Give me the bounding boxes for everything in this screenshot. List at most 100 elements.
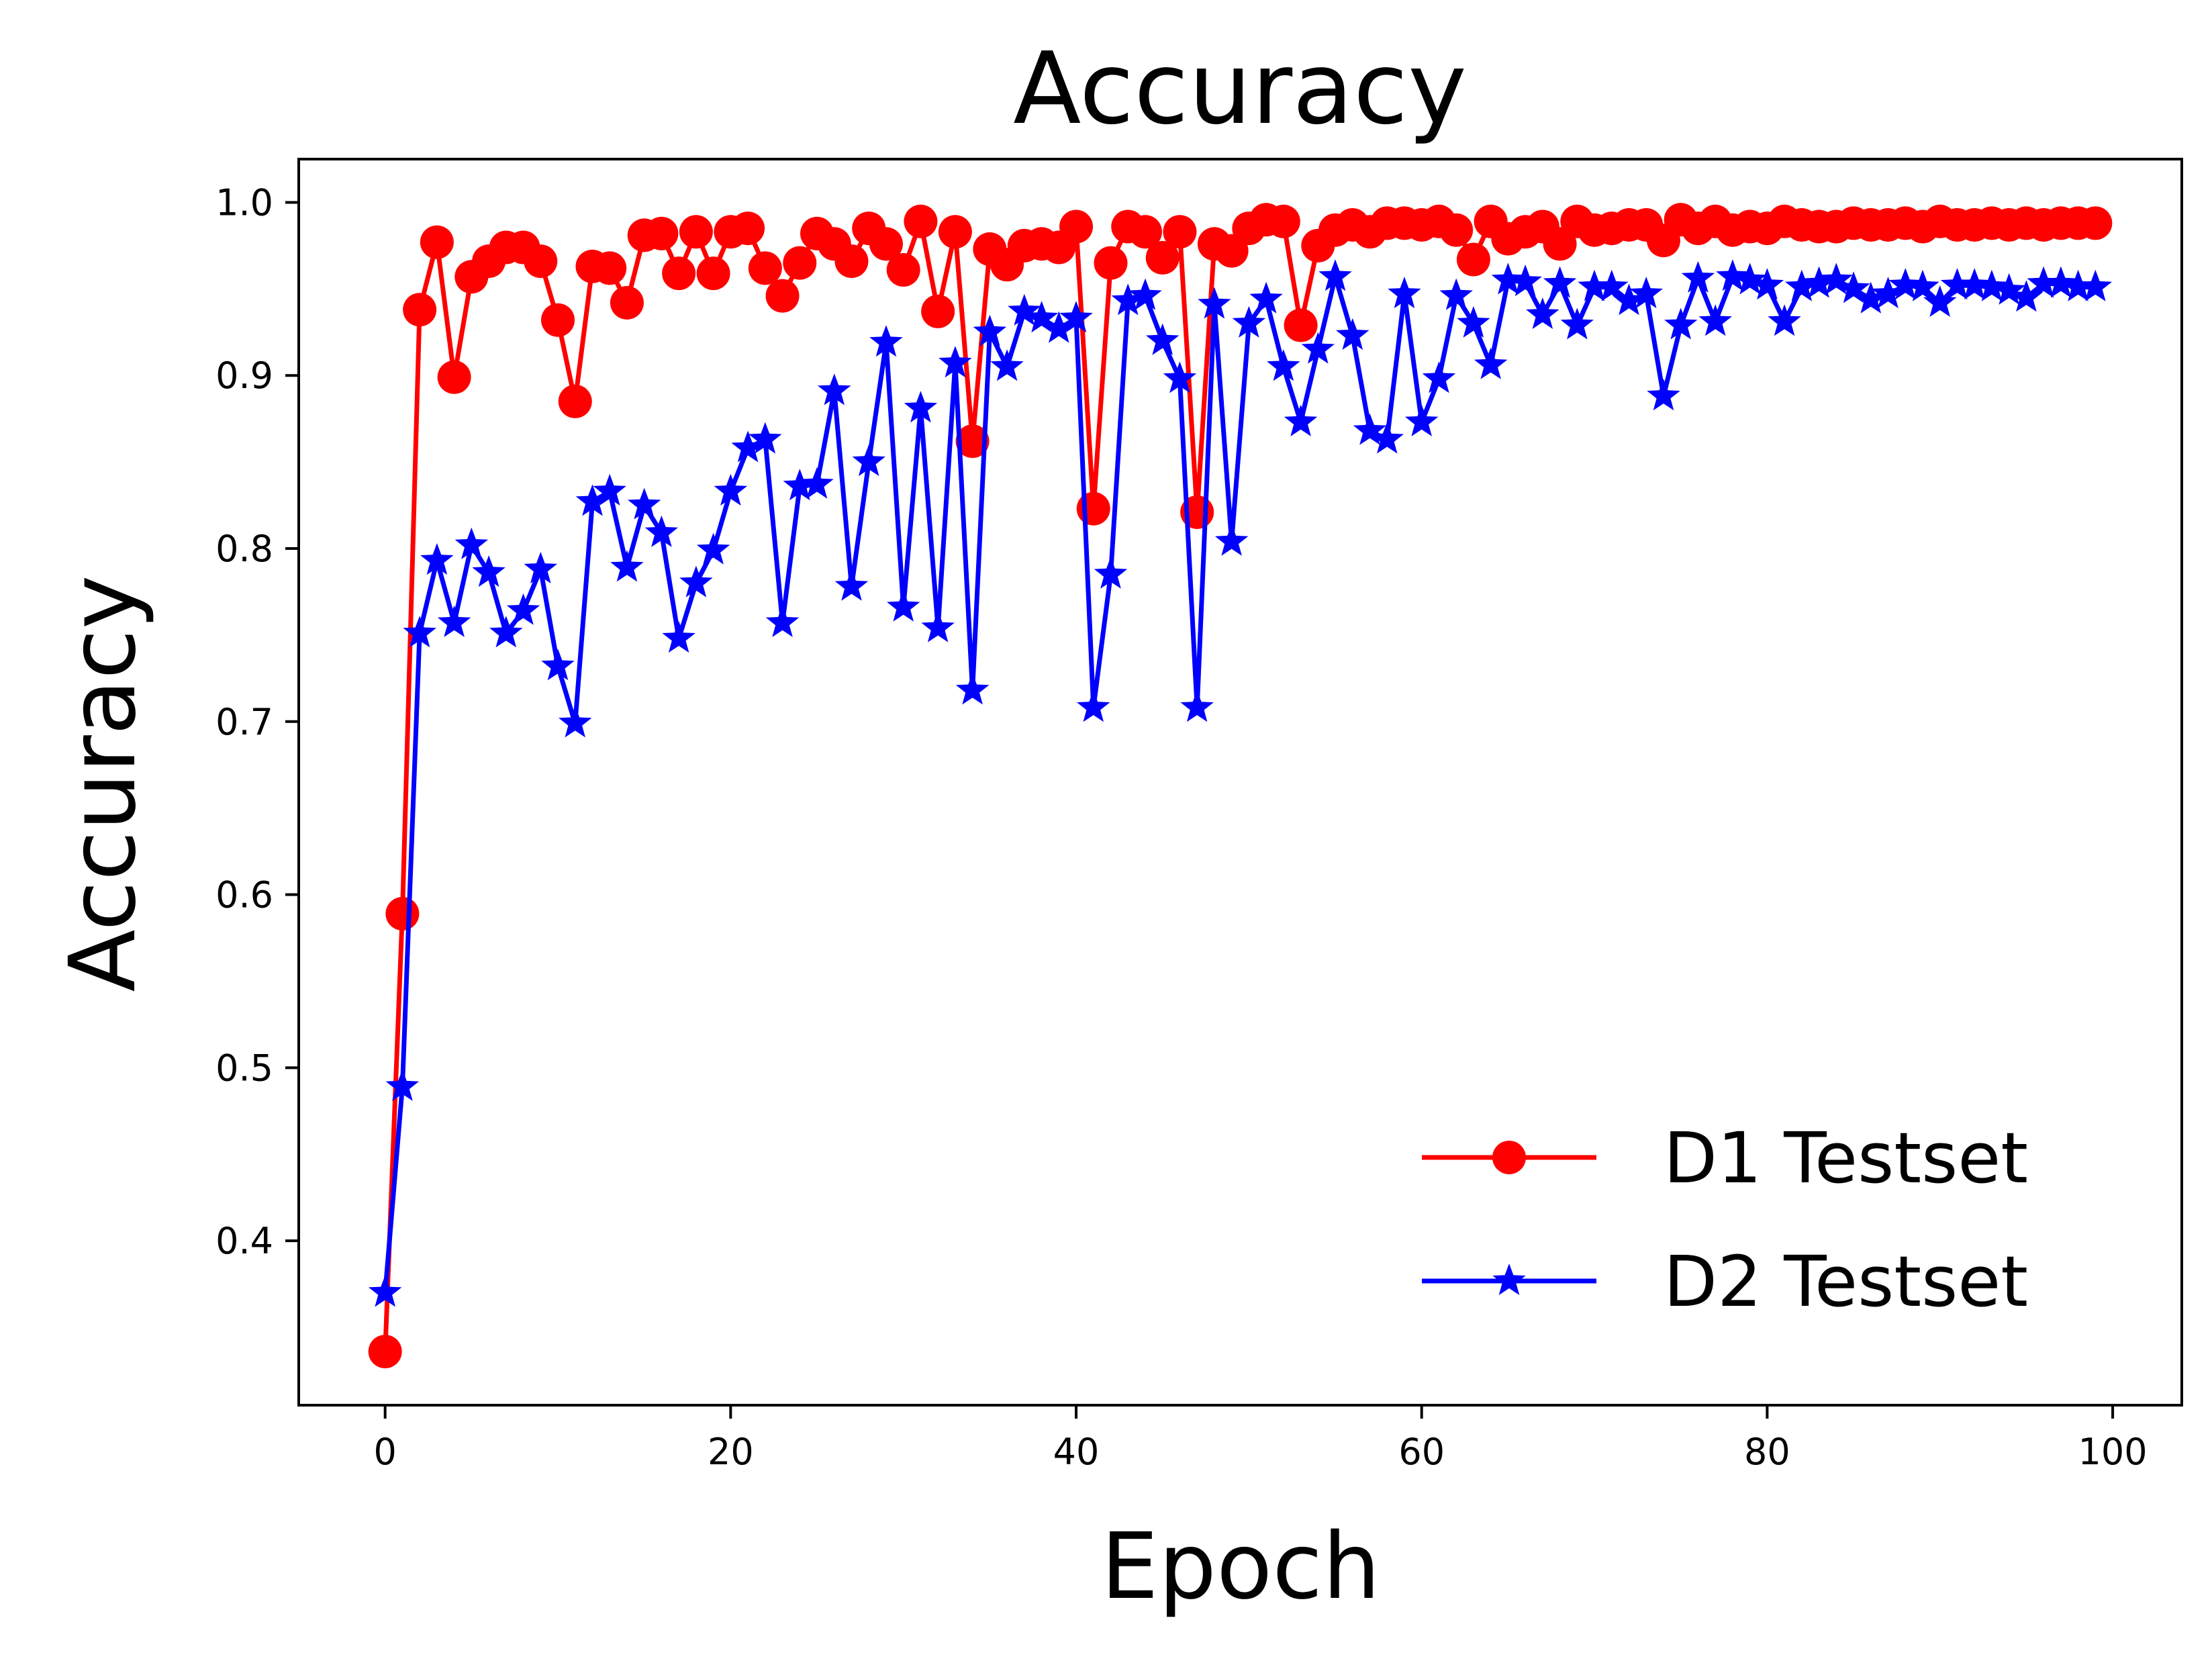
d2-testset-point bbox=[818, 373, 851, 406]
d1-testset-point bbox=[765, 279, 800, 313]
d2-testset-point bbox=[1301, 332, 1335, 364]
y-tick-label: 0.8 bbox=[215, 528, 273, 570]
d2-testset-point bbox=[955, 673, 990, 705]
d2-testset-point bbox=[1526, 297, 1559, 329]
d1-testset-point bbox=[368, 1335, 402, 1369]
d2-testset-point bbox=[783, 469, 816, 501]
d1-testset-point bbox=[1128, 215, 1162, 249]
d2-testset-point bbox=[800, 467, 834, 499]
d2-testset-point bbox=[472, 555, 506, 587]
d2-testset-point bbox=[559, 706, 592, 738]
d2-testset-point bbox=[1612, 283, 1646, 316]
d1-testset-point bbox=[558, 384, 592, 418]
d1-testset-point bbox=[679, 215, 713, 249]
d1-testset-point bbox=[921, 294, 955, 328]
x-tick-label: 100 bbox=[2078, 1431, 2148, 1473]
d2-testset-point bbox=[1871, 277, 1905, 309]
y-tick-label: 0.5 bbox=[215, 1047, 273, 1089]
d2-testset-point bbox=[1267, 349, 1300, 381]
d2-testset-point bbox=[1388, 277, 1421, 309]
d2-testset-point bbox=[921, 610, 955, 643]
d2-testset-point bbox=[1837, 271, 1870, 303]
d2-testset-point bbox=[1768, 304, 1801, 336]
legend-label: D1 Testset bbox=[1664, 1117, 2028, 1199]
d2-testset-point bbox=[1923, 285, 1957, 317]
d2-testset-point bbox=[1785, 269, 1819, 301]
d1-testset-point bbox=[783, 246, 817, 280]
d2-testset-point bbox=[1405, 404, 1439, 436]
d2-testset-point bbox=[1854, 281, 1888, 314]
d2-testset-point bbox=[1647, 379, 1680, 411]
y-axis-label: Accuracy bbox=[50, 575, 156, 992]
d2-testset-point bbox=[1353, 413, 1387, 445]
d1-testset-point bbox=[1059, 209, 1094, 244]
d1-testset-point bbox=[1284, 308, 1318, 342]
legend-marker bbox=[1492, 1141, 1526, 1174]
d2-testset-point bbox=[489, 616, 523, 648]
d2-testset-point bbox=[834, 569, 869, 601]
d1-testset-point bbox=[938, 215, 972, 249]
d2-testset-point bbox=[644, 515, 679, 547]
d2-testset-point bbox=[1578, 269, 1611, 301]
d2-testset-point bbox=[1094, 557, 1128, 589]
d2-testset-point bbox=[403, 616, 436, 648]
chart-title: Accuracy bbox=[1013, 31, 1467, 146]
d2-testset-point bbox=[1439, 278, 1473, 310]
d1-testset-point bbox=[593, 251, 627, 285]
d2-testset-point bbox=[437, 605, 471, 637]
d1-testset-point bbox=[662, 256, 696, 291]
d2-testset-point bbox=[1422, 361, 1456, 393]
d2-testset-point bbox=[1681, 260, 1715, 293]
d2-testset-point bbox=[731, 430, 765, 463]
d2-testset-point bbox=[1560, 307, 1594, 340]
d2-testset-point bbox=[1042, 311, 1075, 343]
d2-testset-point bbox=[1370, 422, 1404, 454]
d2-testset-point bbox=[1750, 268, 1784, 300]
d1-testset-point bbox=[886, 252, 920, 287]
d2-testset-point bbox=[1232, 305, 1266, 338]
d1-testset-point bbox=[1094, 246, 1128, 280]
d2-testset-point bbox=[2078, 269, 2113, 301]
d2-testset-point bbox=[1008, 293, 1041, 326]
d1-testset-point bbox=[1456, 242, 1490, 277]
d2-testset-point bbox=[1716, 259, 1749, 291]
d2-testset-point bbox=[1474, 347, 1508, 379]
d2-testset-point bbox=[1163, 361, 1197, 393]
d1-testset-point bbox=[869, 227, 903, 261]
d2-testset-point bbox=[1906, 269, 1939, 301]
d2-testset-point bbox=[1888, 268, 1922, 300]
y-tick-label: 0.6 bbox=[215, 874, 273, 916]
d2-testset-point bbox=[1664, 307, 1698, 340]
d2-testset-point bbox=[1284, 404, 1318, 436]
d2-testset-point bbox=[852, 444, 885, 477]
d1-testset-point bbox=[644, 216, 679, 250]
d2-testset-point bbox=[696, 532, 730, 565]
y-tick-label: 0.4 bbox=[215, 1220, 273, 1262]
d2-testset-point bbox=[1595, 269, 1629, 301]
d1-testset-point bbox=[420, 225, 454, 259]
d2-testset-point bbox=[714, 473, 748, 506]
y-axis-ticks: 0.4 0.5 0.6 0.7 0.8 0.9 1.0 bbox=[215, 181, 299, 1262]
x-tick-label: 20 bbox=[708, 1431, 754, 1473]
d2-testset-point bbox=[1249, 281, 1283, 314]
d1-testset-point bbox=[1439, 213, 1474, 247]
d1-testset-point bbox=[437, 360, 471, 394]
d2-testset-point bbox=[593, 473, 626, 506]
d2-testset-point bbox=[1975, 269, 2009, 301]
d1-testset-point bbox=[696, 256, 730, 291]
d2-testset-point bbox=[2027, 266, 2060, 298]
d2-testset-point bbox=[1940, 268, 1974, 300]
d2-testset-point bbox=[1318, 259, 1352, 291]
d2-testset-point bbox=[1336, 318, 1369, 350]
d2-testset-point bbox=[1491, 263, 1525, 295]
d2-testset-point bbox=[541, 649, 575, 681]
d2-testset-point bbox=[1698, 304, 1732, 336]
d2-testset-point bbox=[610, 550, 644, 582]
chart-legend: D1 Testset D2 Testset bbox=[1422, 1117, 2028, 1323]
d2-testset-point bbox=[1214, 524, 1249, 556]
d1-testset-point bbox=[385, 896, 420, 931]
d1-testset-point bbox=[748, 251, 782, 285]
series-layer bbox=[368, 203, 2113, 1369]
d1-testset-point bbox=[834, 244, 869, 279]
